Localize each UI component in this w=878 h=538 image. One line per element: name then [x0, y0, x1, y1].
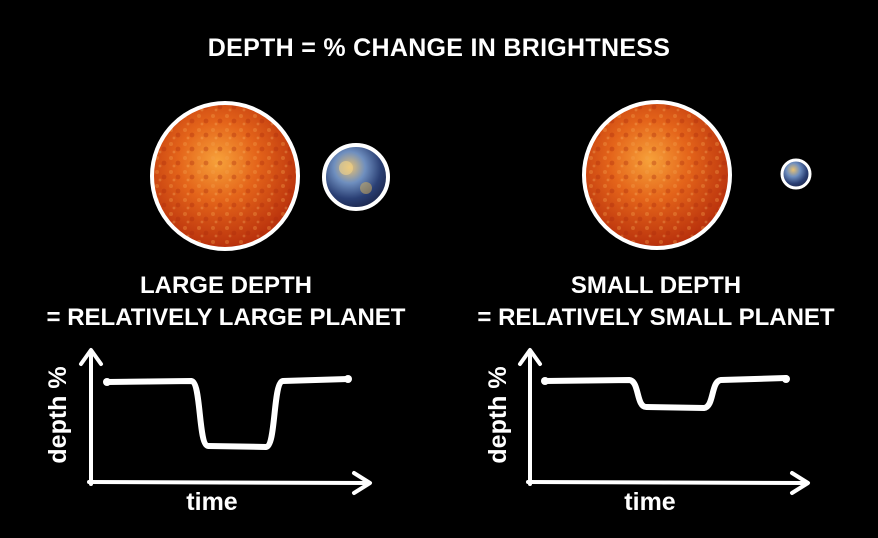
caption-small-depth-line1: SMALL DEPTH [570, 272, 742, 299]
x-axis-label-left: time [186, 488, 238, 516]
y-axis-arrow-right [518, 348, 542, 366]
caption-large-depth-line1: LARGE DEPTH [139, 272, 312, 299]
caption-large-depth: LARGE DEPTH = RELATIVELY LARGE PLANET [30, 270, 422, 334]
curve-start-dot-right [541, 377, 549, 385]
curve-end-dot-right [782, 375, 790, 383]
x-axis-arrow-right [790, 471, 810, 495]
diagram-title: DEPTH = % CHANGE IN BRIGHTNESS [207, 34, 671, 62]
y-axis-label-right: depth % [484, 366, 512, 463]
y-axis-arrow-left [79, 348, 103, 366]
x-axis-right [526, 480, 808, 485]
x-axis-arrow-left [352, 471, 372, 495]
transit-curve-right [542, 375, 789, 411]
large-star-left [150, 101, 300, 251]
x-axis-label-right: time [624, 488, 676, 516]
light-curve-right: depth % time [484, 348, 810, 516]
large-planet [322, 143, 390, 211]
transit-curve-left [104, 376, 351, 450]
small-planet [780, 158, 812, 190]
caption-small-depth-line2: = RELATIVELY SMALL PLANET [477, 304, 835, 331]
curve-start-dot-left [103, 378, 111, 386]
large-star-right [582, 100, 732, 250]
light-curve-left: depth % time [44, 348, 372, 516]
caption-large-depth-line2: = RELATIVELY LARGE PLANET [46, 304, 406, 331]
caption-small-depth: SMALL DEPTH = RELATIVELY SMALL PLANET [470, 270, 842, 334]
y-axis-label-left: depth % [44, 366, 72, 463]
x-axis-left [87, 480, 370, 485]
curve-end-dot-left [344, 375, 352, 383]
